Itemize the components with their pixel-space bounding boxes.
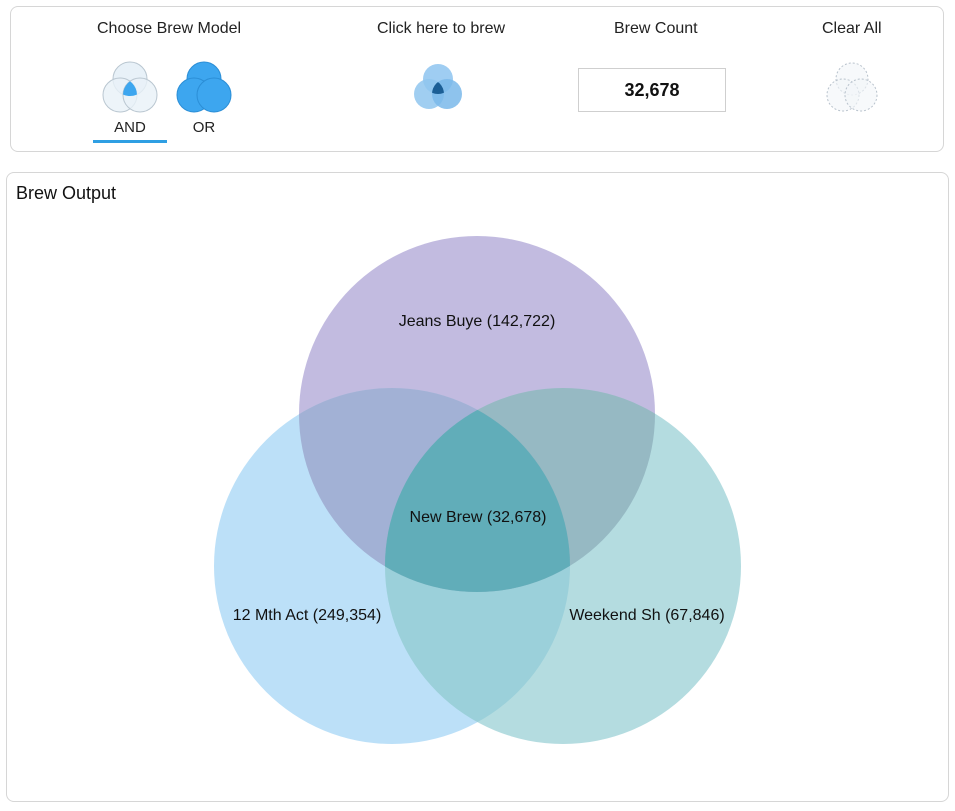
brew-output-title: Brew Output xyxy=(16,183,117,203)
clear-all-label: Clear All xyxy=(822,20,882,37)
venn-diagram: Jeans Buye (142,722) 12 Mth Act (249,354… xyxy=(214,236,741,744)
and-mode-label[interactable]: AND xyxy=(114,119,146,136)
and-mode-button[interactable] xyxy=(101,59,159,115)
venn-or-icon xyxy=(176,61,232,113)
venn-label-weekend-shopper: Weekend Sh (67,846) xyxy=(569,607,724,624)
or-mode-label[interactable]: OR xyxy=(192,119,216,136)
brew-count-label: Brew Count xyxy=(614,20,698,37)
choose-brew-model-label: Choose Brew Model xyxy=(97,20,242,37)
brew-output-panel: Brew Output Jeans Buye (142,722) 12 Mth … xyxy=(6,172,949,802)
brew-button[interactable] xyxy=(409,59,467,115)
brew-label: Click here to brew xyxy=(377,20,506,37)
or-mode-button[interactable] xyxy=(175,59,233,115)
selected-mode-indicator xyxy=(93,140,167,143)
venn-intersection-new-brew[interactable] xyxy=(385,388,741,744)
venn-and-icon xyxy=(102,61,158,113)
brew-count-value: 32,678 xyxy=(578,68,726,112)
venn-label-12-month-active: 12 Mth Act (249,354) xyxy=(233,607,382,624)
clear-venn-icon xyxy=(826,62,878,112)
clear-all-button[interactable] xyxy=(823,59,881,115)
venn-label-jeans-buyer: Jeans Buye (142,722) xyxy=(399,313,556,330)
brew-toolbar: Choose Brew Model Click here to brew Bre… xyxy=(10,6,944,152)
brew-venn-icon xyxy=(414,64,462,109)
venn-label-new-brew: New Brew (32,678) xyxy=(410,509,547,526)
